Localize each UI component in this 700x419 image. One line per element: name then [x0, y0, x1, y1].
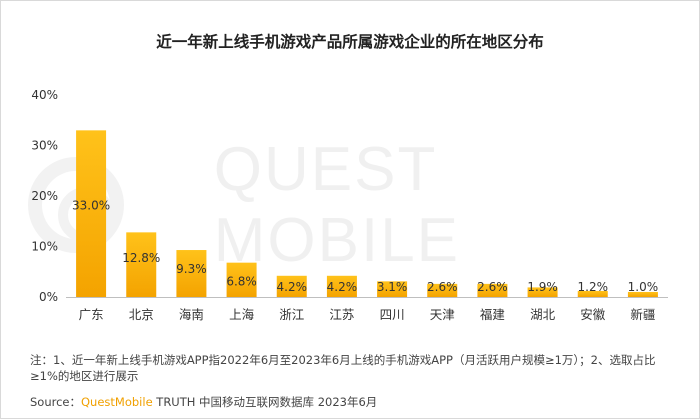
bar	[226, 262, 257, 297]
source-brand: QuestMobile	[81, 395, 153, 409]
bar	[577, 290, 608, 297]
x-tick-label: 海南	[179, 307, 204, 322]
y-tick-label: 0%	[39, 290, 58, 304]
y-tick-label: 40%	[31, 88, 58, 102]
x-tick-label: 上海	[229, 307, 255, 322]
x-tick-label: 天津	[430, 307, 455, 322]
y-tick-label: 20%	[31, 189, 58, 203]
bar	[126, 232, 157, 297]
x-axis: 广东 北京 海南 上海 浙江 江苏 四川 天津 福建 湖北 安徽 新疆	[66, 297, 668, 322]
bar	[176, 250, 207, 297]
bar-value-label: 3.1%	[377, 280, 408, 294]
bar	[627, 291, 658, 297]
x-tick-label: 浙江	[279, 307, 304, 322]
bar	[477, 283, 508, 297]
watermark-text: QUEST MOBILE	[213, 135, 461, 275]
x-tick-label: 湖北	[530, 307, 556, 322]
bar-value-label: 33.0%	[72, 198, 110, 212]
x-tick-label: 安徽	[580, 307, 606, 322]
bar	[377, 281, 408, 297]
bar	[326, 275, 357, 297]
bar-value-label: 4.2%	[277, 280, 308, 294]
x-tick-label: 福建	[480, 307, 506, 322]
x-tick-label: 江苏	[329, 307, 354, 322]
source-prefix: Source：	[30, 395, 81, 409]
source-line: Source：QuestMobile TRUTH 中国移动互联网数据库 2023…	[30, 394, 377, 410]
bar-value-label: 2.6%	[477, 280, 508, 294]
source-rest: TRUTH 中国移动互联网数据库 2023年6月	[152, 395, 378, 409]
bars: 33.0% 12.8% 9.3% 6.8% 4.2% 4.2% 3.1% 2.6% 2.6% 1.…	[72, 130, 658, 297]
x-tick-label: 北京	[129, 307, 154, 322]
x-tick-label: 新疆	[630, 307, 655, 322]
bar-value-label: 1.9%	[527, 280, 558, 294]
bar-value-label: 1.0%	[628, 280, 659, 294]
x-tick-label: 四川	[380, 307, 405, 322]
chart-title: 近一年新上线手机游戏产品所属游戏企业的所在地区分布	[156, 33, 544, 51]
bar	[427, 283, 458, 297]
x-tick-label: 广东	[79, 307, 104, 322]
bar	[527, 287, 558, 297]
bar-value-label: 1.2%	[578, 280, 609, 294]
bar-value-label: 12.8%	[122, 251, 160, 265]
bar-value-label: 2.6%	[427, 280, 458, 294]
bar	[276, 275, 307, 297]
y-tick-label: 30%	[31, 139, 58, 153]
y-axis: 0% 10% 20% 30% 40%	[31, 88, 58, 304]
footnote: 注：1、近一年新上线手机游戏APP指2022年6月至2023年6月上线的手机游戏…	[30, 353, 656, 383]
bar-value-label: 9.3%	[176, 262, 207, 276]
bar	[76, 130, 107, 297]
y-tick-label: 10%	[31, 240, 58, 254]
bar-value-label: 4.2%	[327, 280, 358, 294]
bar-value-label: 6.8%	[226, 275, 257, 289]
